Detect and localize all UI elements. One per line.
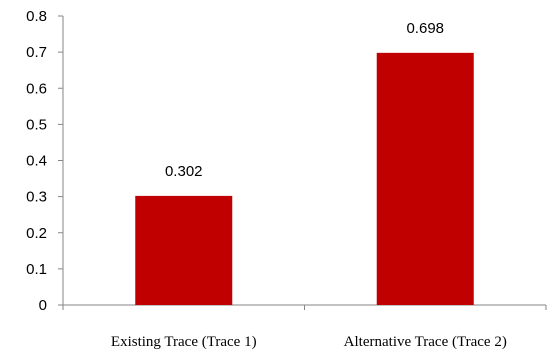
y-tick-label: 0.8	[26, 8, 47, 25]
y-axis: 0 0.1 0.2 0.3 0.4 0.5 0.6 0.7 0.8	[26, 8, 64, 314]
y-tick-label: 0.3	[26, 189, 47, 206]
category-label-2: Alternative Trace (Trace 2)	[344, 334, 507, 350]
y-tick-label: 0	[39, 297, 47, 314]
y-tick-label: 0.1	[26, 261, 47, 278]
y-tick-label: 0.4	[26, 153, 47, 170]
bars	[135, 52, 474, 305]
y-tick-label: 0.7	[26, 44, 47, 61]
data-labels: 0.302 0.698	[165, 20, 444, 180]
data-label-2: 0.698	[406, 20, 444, 37]
bar-2	[376, 52, 474, 305]
category-label-1: Existing Trace (Trace 1)	[111, 334, 257, 350]
bar-1	[135, 195, 233, 305]
y-tick-label: 0.2	[26, 225, 47, 242]
y-tick-label: 0.5	[26, 116, 47, 133]
y-tick-label: 0.6	[26, 80, 47, 97]
x-axis: Existing Trace (Trace 1) Alternative Trac…	[62, 304, 547, 350]
data-label-1: 0.302	[165, 163, 203, 180]
